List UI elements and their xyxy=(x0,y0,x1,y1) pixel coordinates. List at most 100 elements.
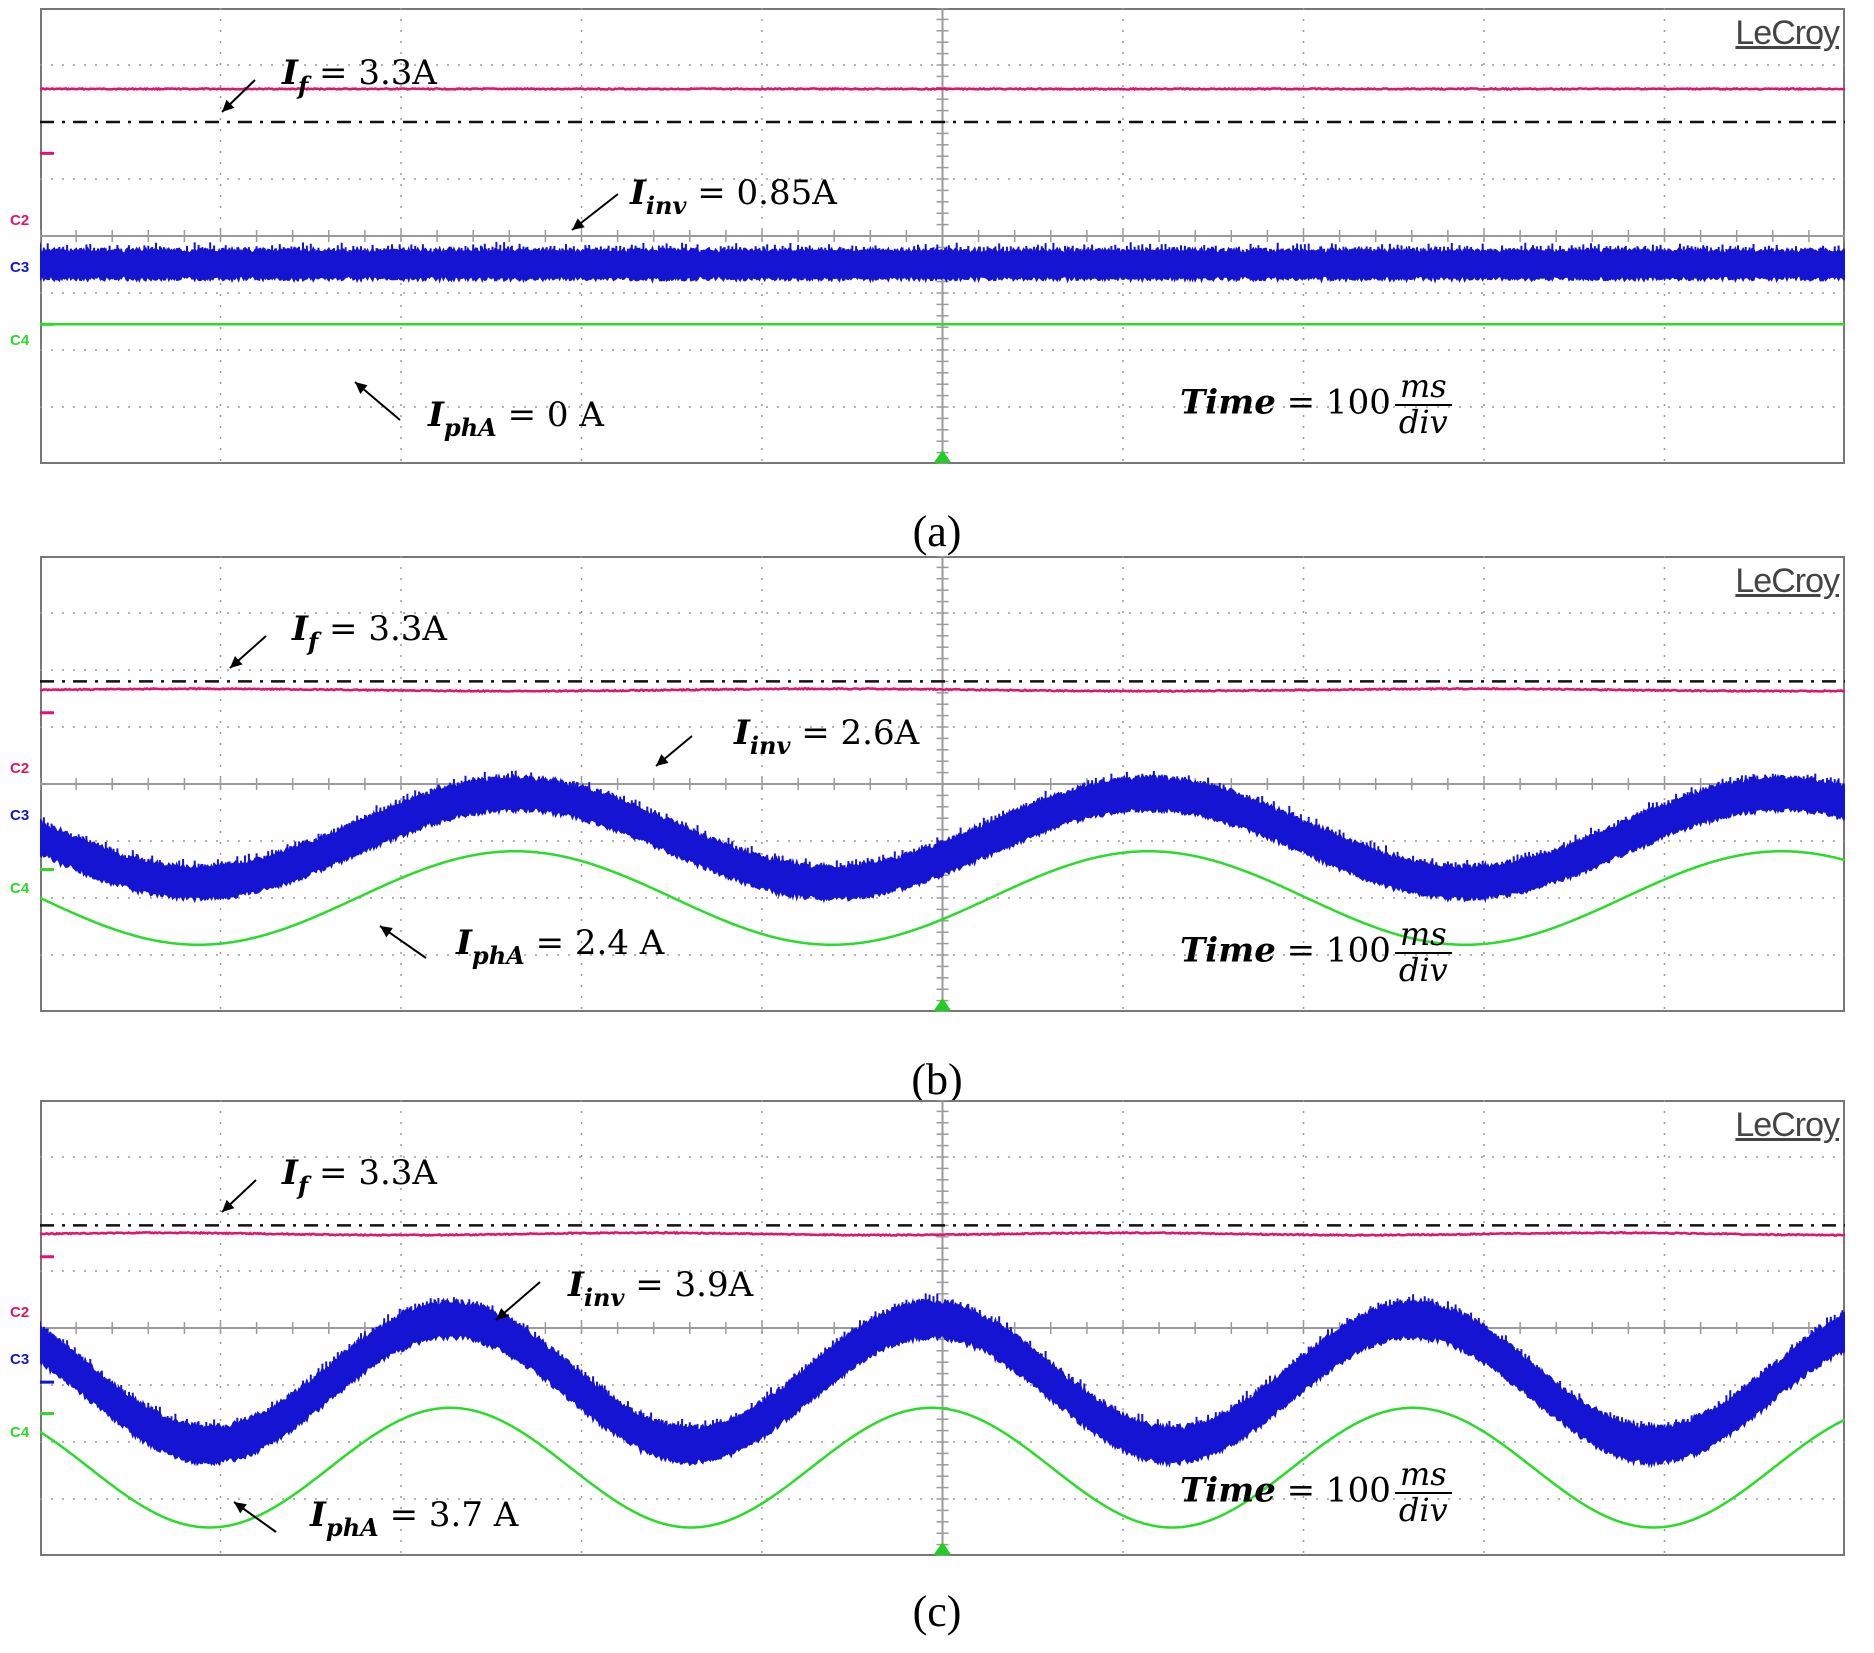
series-Iinv-band xyxy=(40,772,1845,904)
ipha-symbol: I xyxy=(456,923,472,963)
scope-screen-c: LeCroy xyxy=(40,1100,1845,1556)
if-value: = 3.3A xyxy=(329,609,447,649)
ipha-subscript: phA xyxy=(443,413,497,442)
annotation-arrowhead xyxy=(496,1308,509,1320)
annotation-arrowhead xyxy=(355,382,368,394)
time-unit-den: div xyxy=(1398,1490,1448,1529)
annotation-if: If = 3.3A xyxy=(282,56,437,98)
annotation-arrowhead xyxy=(230,655,243,668)
series-Iinv-band xyxy=(40,1297,1845,1469)
channel-label-c4: C4 xyxy=(10,880,30,897)
series-Iinv-noise xyxy=(40,1293,1844,1436)
series-IphA-trace xyxy=(40,850,1845,946)
if-subscript: f xyxy=(297,1171,309,1200)
panel-caption-a: (a) xyxy=(912,507,962,556)
iinv-subscript: inv xyxy=(583,1283,625,1312)
annotation-arrowhead xyxy=(380,926,393,938)
time-unit-fraction: ms div xyxy=(1394,1457,1452,1529)
time-per-div: Time = 100 ms div xyxy=(1180,917,1452,989)
channel-label-c4: C4 xyxy=(10,1424,30,1441)
trigger-marker xyxy=(933,1542,952,1555)
time-unit-num: ms xyxy=(1394,1457,1452,1494)
channel-label-c2: C2 xyxy=(10,1304,30,1321)
time-unit-fraction: ms div xyxy=(1394,369,1452,441)
time-value: = 100 xyxy=(1286,382,1391,423)
annotation-iinv: Iinv = 3.9A xyxy=(568,1268,753,1310)
time-label: Time xyxy=(1180,930,1276,971)
annotation-arrowhead xyxy=(222,1199,235,1212)
brand-logo: LeCroy xyxy=(1735,14,1840,52)
if-symbol: I xyxy=(282,1153,298,1193)
annotation-ipha: IphA = 3.7 A xyxy=(310,1498,518,1540)
brand-logo: LeCroy xyxy=(1735,1106,1840,1144)
trigger-marker xyxy=(933,998,952,1011)
series-If-trace xyxy=(40,686,1845,694)
time-per-div: Time = 100 ms div xyxy=(1180,1457,1452,1529)
if-subscript: f xyxy=(307,627,319,656)
channel-label-c3: C3 xyxy=(10,1351,30,1368)
if-symbol: I xyxy=(292,609,308,649)
ipha-subscript: phA xyxy=(325,1513,379,1542)
scope-plot-b xyxy=(40,556,1845,1012)
time-per-div: Time = 100 ms div xyxy=(1180,369,1452,441)
panel-caption-c: (c) xyxy=(912,1587,962,1636)
annotation-arrowhead xyxy=(656,754,669,766)
annotation-ipha: IphA = 2.4 A xyxy=(456,926,664,968)
brand-logo: LeCroy xyxy=(1735,562,1840,600)
panel-b: LeCroy C2 C3 C4 If = 3.3A Iinv = 2.6A Ip… xyxy=(0,556,1874,1106)
if-subscript: f xyxy=(297,71,309,100)
iinv-subscript: inv xyxy=(645,191,687,220)
annotation-arrowhead xyxy=(572,218,585,230)
iinv-value: = 3.9A xyxy=(635,1265,754,1305)
ipha-value: = 0 A xyxy=(507,395,604,435)
channel-label-c3: C3 xyxy=(10,259,30,276)
series-IphA-trace xyxy=(40,1406,1845,1529)
iinv-subscript: inv xyxy=(749,731,791,760)
annotation-if: If = 3.3A xyxy=(282,1156,437,1198)
time-unit-fraction: ms div xyxy=(1394,917,1452,989)
ipha-value: = 2.4 A xyxy=(535,923,665,963)
ipha-value: = 3.7 A xyxy=(389,1495,519,1535)
time-unit-num: ms xyxy=(1394,369,1452,406)
annotation-arrowhead xyxy=(234,1502,247,1514)
series-If-trace xyxy=(40,86,1845,92)
iinv-symbol: I xyxy=(734,713,750,753)
annotation-ipha: IphA = 0 A xyxy=(428,398,604,440)
series-If-trace xyxy=(40,1230,1845,1238)
scope-plot-a xyxy=(40,8,1845,464)
channel-label-c2: C2 xyxy=(10,760,30,777)
if-symbol: I xyxy=(282,53,298,93)
iinv-value: = 0.85A xyxy=(697,173,837,213)
time-value: = 100 xyxy=(1286,930,1391,971)
ipha-subscript: phA xyxy=(471,941,525,970)
channel-label-c4: C4 xyxy=(10,332,30,349)
time-unit-num: ms xyxy=(1394,917,1452,954)
annotation-iinv: Iinv = 2.6A xyxy=(734,716,919,758)
time-label: Time xyxy=(1180,1470,1276,1511)
trigger-marker xyxy=(933,450,952,463)
iinv-value: = 2.6A xyxy=(801,713,920,753)
time-label: Time xyxy=(1180,382,1276,423)
annotation-arrowhead xyxy=(222,99,235,112)
panel-caption-b: (b) xyxy=(911,1055,963,1104)
annotation-iinv: Iinv = 0.85A xyxy=(630,176,837,218)
channel-label-c2: C2 xyxy=(10,212,30,229)
time-unit-den: div xyxy=(1398,402,1448,441)
time-value: = 100 xyxy=(1286,1470,1391,1511)
ipha-symbol: I xyxy=(310,1495,326,1535)
scope-screen-a: LeCroy xyxy=(40,8,1845,464)
iinv-symbol: I xyxy=(568,1265,584,1305)
series-Iinv-noise xyxy=(40,770,1844,874)
iinv-symbol: I xyxy=(630,173,646,213)
annotation-if: If = 3.3A xyxy=(292,612,447,654)
time-unit-den: div xyxy=(1398,950,1448,989)
series-Iinv-noise xyxy=(40,241,1844,259)
scope-plot-c xyxy=(40,1100,1845,1556)
panel-a: LeCroy C2 C3 C4 If = 3.3A Iinv = 0.85A I… xyxy=(0,8,1874,558)
if-value: = 3.3A xyxy=(319,53,437,93)
panel-c: LeCroy C2 C3 C4 If = 3.3A Iinv = 3.9A Ip… xyxy=(0,1100,1874,1650)
scope-screen-b: LeCroy xyxy=(40,556,1845,1012)
series-Iinv-band xyxy=(40,245,1845,284)
if-value: = 3.3A xyxy=(319,1153,437,1193)
channel-label-c3: C3 xyxy=(10,807,30,824)
